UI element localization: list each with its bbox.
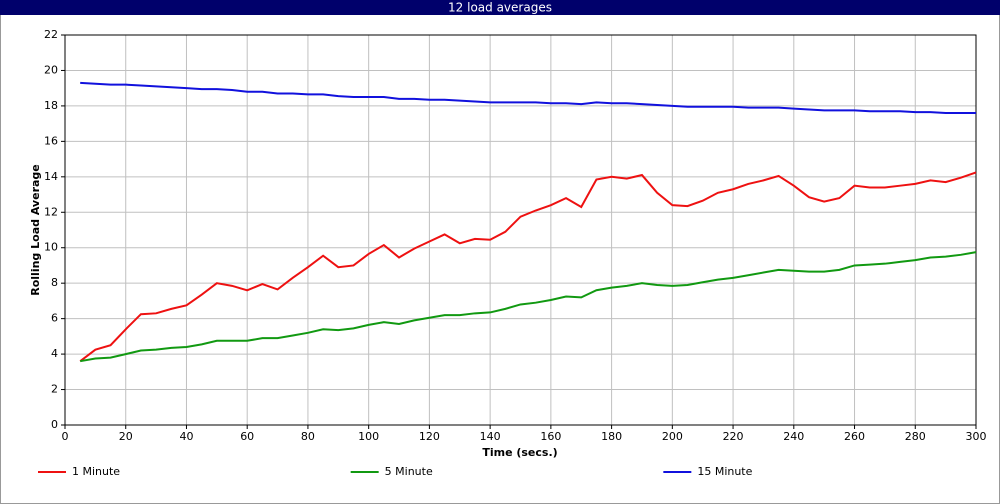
legend-label: 1 Minute xyxy=(72,465,120,478)
x-tick-label: 140 xyxy=(480,430,501,443)
plot-frame xyxy=(64,34,977,426)
x-tick-label: 80 xyxy=(301,430,315,443)
y-tick-label: 0 xyxy=(51,418,58,431)
y-tick-label: 20 xyxy=(44,63,58,76)
y-tick-label: 10 xyxy=(44,241,58,254)
y-tick-label: 6 xyxy=(51,312,58,325)
x-tick-label: 40 xyxy=(179,430,193,443)
x-tick-label: 180 xyxy=(601,430,622,443)
series-line xyxy=(80,81,976,114)
window-title: 12 load averages xyxy=(448,1,552,15)
x-tick-label: 300 xyxy=(966,430,987,443)
x-tick-label: 240 xyxy=(783,430,804,443)
y-tick-label: 22 xyxy=(44,28,58,41)
x-tick-label: 0 xyxy=(62,430,69,443)
x-axis-label: Time (secs.) xyxy=(482,446,557,459)
y-axis-label: Rolling Load Average xyxy=(29,164,42,296)
y-tick-label: 2 xyxy=(51,383,58,396)
legend-label: 15 Minute xyxy=(697,465,752,478)
y-tick-label: 18 xyxy=(44,99,58,112)
x-tick-label: 220 xyxy=(723,430,744,443)
series-line xyxy=(80,251,977,363)
x-tick-label: 20 xyxy=(119,430,133,443)
y-tick-label: 4 xyxy=(51,347,58,360)
x-tick-label: 260 xyxy=(844,430,865,443)
x-tick-label: 120 xyxy=(419,430,440,443)
title-bar xyxy=(0,0,1000,15)
series-line xyxy=(79,171,977,362)
y-tick-label: 16 xyxy=(44,134,58,147)
y-tick-label: 12 xyxy=(44,205,58,218)
x-tick-label: 100 xyxy=(358,430,379,443)
x-tick-label: 160 xyxy=(540,430,561,443)
legend-label: 5 Minute xyxy=(385,465,433,478)
x-tick-label: 60 xyxy=(240,430,254,443)
x-tick-label: 280 xyxy=(905,430,926,443)
x-tick-label: 200 xyxy=(662,430,683,443)
y-tick-label: 14 xyxy=(44,170,58,183)
y-tick-label: 8 xyxy=(51,276,58,289)
